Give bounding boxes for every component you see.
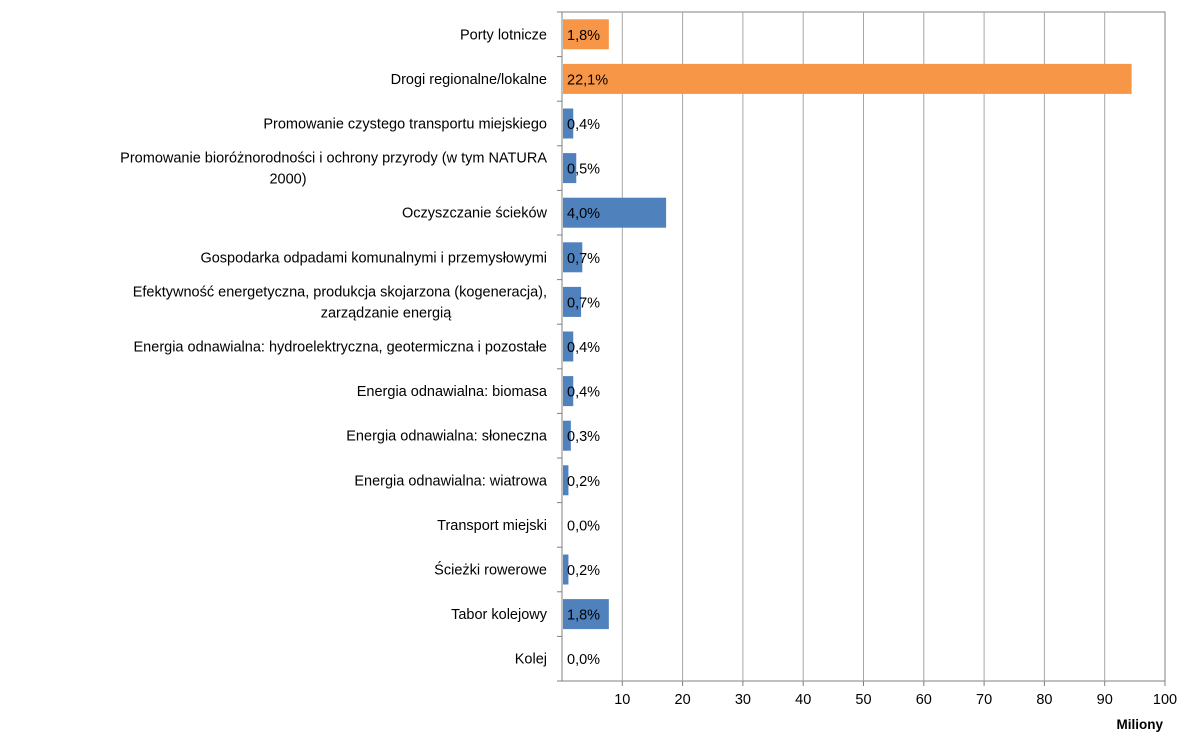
category-label-line: Energia odnawialna: wiatrowa xyxy=(354,473,548,489)
category-label-line: Energia odnawialna: słoneczna xyxy=(346,429,548,445)
x-tick-label: 40 xyxy=(795,692,811,708)
category-label-line: Energia odnawialna: biomasa xyxy=(357,384,548,400)
category-label-line: Promowanie czystego transportu miejskieg… xyxy=(263,117,547,133)
category-label-line: Promowanie bioróżnorodności i ochrony pr… xyxy=(120,151,547,167)
category-label: Oczyszczanie ścieków xyxy=(402,206,548,222)
data-label: 1,8% xyxy=(567,608,600,624)
data-label: 0,4% xyxy=(567,385,600,401)
category-label-line: Tabor kolejowy xyxy=(451,607,548,623)
category-label-line: Efektywność energetyczna, produkcja skoj… xyxy=(133,284,547,300)
category-label: Kolej xyxy=(515,652,547,668)
data-label: 22,1% xyxy=(567,72,608,88)
data-label: 1,8% xyxy=(567,28,600,44)
data-label: 0,0% xyxy=(567,518,600,534)
data-label: 0,0% xyxy=(567,652,600,668)
category-label: Promowanie bioróżnorodności i ochrony pr… xyxy=(120,151,547,188)
data-label: 0,7% xyxy=(567,295,600,311)
x-axis-title: Miliony xyxy=(1117,717,1164,732)
x-tick-label: 20 xyxy=(675,692,691,708)
x-tick-label: 30 xyxy=(735,692,751,708)
category-label: Transport miejski xyxy=(437,518,547,534)
category-label-line: Porty lotnicze xyxy=(460,27,547,43)
category-label: Gospodarka odpadami komunalnymi i przemy… xyxy=(200,250,547,266)
data-label: 4,0% xyxy=(567,206,600,222)
category-label: Efektywność energetyczna, produkcja skoj… xyxy=(133,284,547,321)
x-tick-label: 100 xyxy=(1153,692,1177,708)
category-label: Energia odnawialna: biomasa xyxy=(357,384,548,400)
x-tick-label: 50 xyxy=(855,692,871,708)
x-tick-label: 60 xyxy=(916,692,932,708)
category-label: Energia odnawialna: słoneczna xyxy=(346,429,548,445)
category-label: Tabor kolejowy xyxy=(451,607,548,623)
category-label: Promowanie czystego transportu miejskieg… xyxy=(263,117,547,133)
category-label: Energia odnawialna: wiatrowa xyxy=(354,473,548,489)
category-label-line: Gospodarka odpadami komunalnymi i przemy… xyxy=(200,250,547,266)
x-tick-label: 70 xyxy=(976,692,992,708)
category-label: Ścieżki rowerowe xyxy=(434,561,547,579)
category-label: Porty lotnicze xyxy=(460,27,547,43)
data-label: 0,7% xyxy=(567,251,600,267)
category-label-line: Drogi regionalne/lokalne xyxy=(391,72,547,88)
x-tick-label: 90 xyxy=(1097,692,1113,708)
category-label-line: Oczyszczanie ścieków xyxy=(402,206,548,222)
category-label-line: 2000) xyxy=(269,172,306,188)
x-tick-label: 10 xyxy=(614,692,630,708)
data-label: 0,2% xyxy=(567,563,600,579)
data-label: 0,2% xyxy=(567,474,600,490)
category-label-line: Transport miejski xyxy=(437,518,547,534)
data-label: 0,4% xyxy=(567,117,600,133)
category-label-line: Energia odnawialna: hydroelektryczna, ge… xyxy=(134,340,547,356)
category-label-line: Kolej xyxy=(515,652,547,668)
category-label: Drogi regionalne/lokalne xyxy=(391,72,547,88)
category-label-line: Ścieżki rowerowe xyxy=(434,561,547,579)
data-label: 0,5% xyxy=(567,162,600,178)
category-label: Energia odnawialna: hydroelektryczna, ge… xyxy=(134,340,547,356)
bar xyxy=(563,64,1132,94)
data-label: 0,3% xyxy=(567,429,600,445)
x-tick-label: 80 xyxy=(1036,692,1052,708)
category-label-line: zarządzanie energią xyxy=(321,305,453,321)
data-label: 0,4% xyxy=(567,340,600,356)
